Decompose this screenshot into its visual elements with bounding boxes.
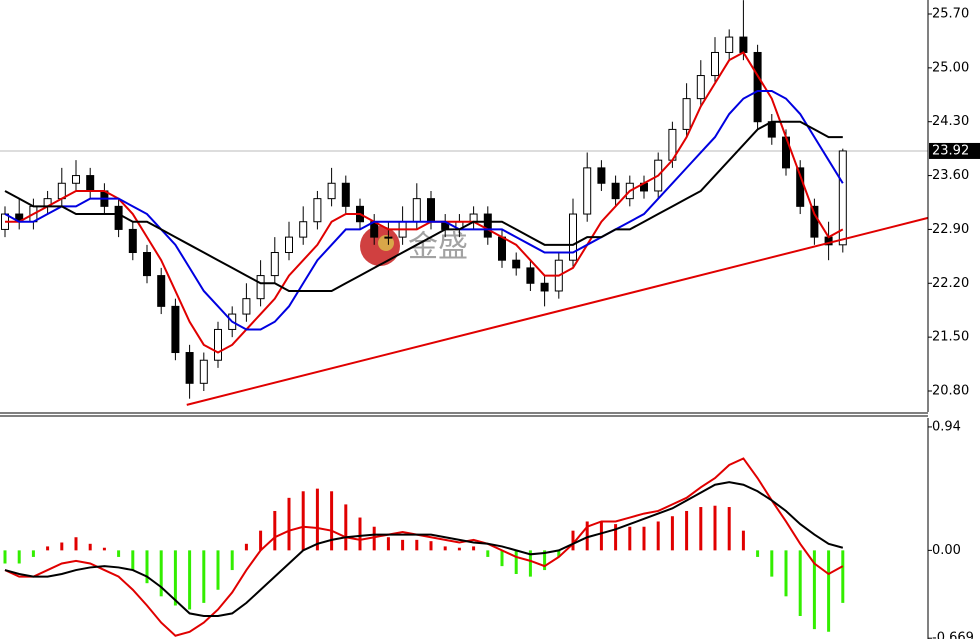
candle-body [498,236,506,261]
candle-body [412,198,421,223]
candle-body [299,221,308,238]
candle-body [341,182,350,207]
y-tick-label: 24.30 [932,114,969,129]
y-tick-label: 23.60 [932,168,969,183]
candle-body [597,167,606,184]
watermark-logo-inner [378,235,394,251]
candle-body [285,236,293,254]
candle-body [739,36,748,53]
candle-body [611,182,620,200]
candle-body [583,167,592,215]
last-price-label: 23.92 [932,143,969,158]
y-tick-label: 20.80 [932,383,969,398]
candle-body [327,182,336,200]
candle-body [72,175,80,184]
y-tick-label: 25.70 [932,7,969,22]
candle-body [171,305,180,354]
candle-body [214,328,222,361]
y-tick-label: 21.50 [932,330,969,345]
watermark: 金盛 [408,230,468,265]
y-tick-label: 22.90 [932,222,969,237]
candle-body [753,51,762,123]
candle-body [157,275,166,307]
candle-body [114,205,123,230]
candle-body [199,359,208,384]
line [4,120,843,292]
line [4,481,844,618]
candle-body [313,198,322,223]
candle-body [185,352,194,384]
last-price-box [929,142,980,159]
candle-body [270,252,279,277]
candle-body [427,198,435,223]
candle-body [696,75,705,100]
line [4,89,844,331]
candle-body [512,259,521,269]
candle-body [526,267,535,284]
y-tick-label: -0.669 [932,631,974,639]
candle-body [128,228,137,254]
candle-body [242,298,251,315]
candle-body [256,275,265,300]
y-tick-label: 0.94 [932,419,961,434]
candle-body [711,51,719,77]
trendline [186,216,929,406]
candle-body [810,205,819,238]
candle-body [469,213,478,223]
y-tick-label: 22.20 [932,276,969,291]
candle-body [483,213,492,238]
candle-body [682,98,691,130]
candle-body [86,175,95,192]
y-tick-label: 25.00 [932,60,969,75]
candle-body [540,282,549,292]
candle-body [725,36,734,53]
line [5,51,844,354]
line [4,457,844,637]
candle-body [569,213,577,261]
candle-body [838,150,847,246]
candle-body [143,252,151,277]
y-tick-label: 0.00 [932,543,961,558]
candle-body [384,236,393,239]
